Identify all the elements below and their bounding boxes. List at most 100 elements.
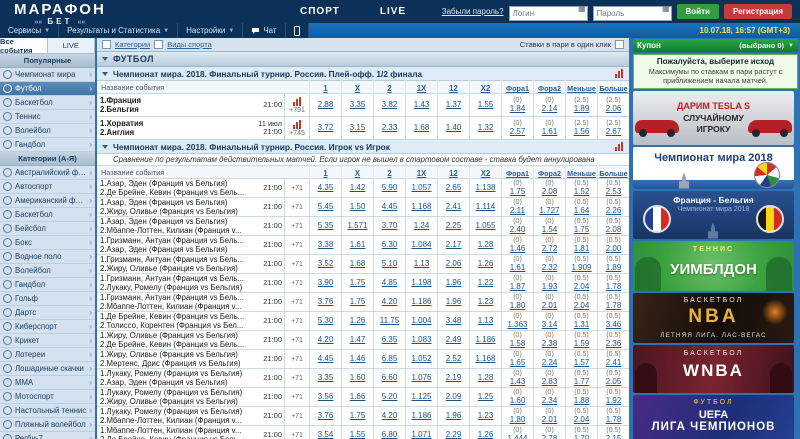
odds-value[interactable]: 1.055: [475, 221, 496, 231]
odds-value[interactable]: 2.04: [573, 415, 590, 425]
odds-cell[interactable]: 1.24: [405, 217, 437, 235]
handicap-odds-cell[interactable]: (0) 2.83: [533, 369, 565, 387]
odds-value[interactable]: 1.114: [475, 202, 496, 212]
odds-value[interactable]: 1.727: [539, 206, 560, 216]
odds-cell[interactable]: 4.35: [309, 179, 341, 197]
handicap-odds-cell[interactable]: (0) 2.78: [533, 426, 565, 439]
menu-services[interactable]: Сервисы ▼: [0, 23, 60, 38]
sidebar-item[interactable]: Дартс ›: [0, 306, 95, 320]
handicap-odds-cell[interactable]: (2.5) 2.06: [597, 94, 629, 116]
odds-cell[interactable]: 6.80: [373, 426, 405, 439]
odds-value[interactable]: 4.45: [317, 354, 334, 364]
team-name[interactable]: 2.Де Брейне, Кевин (Франция vs Бель...: [100, 436, 252, 439]
odds-cell[interactable]: 1.43: [405, 94, 437, 116]
sidebar-item[interactable]: Гольф ›: [0, 292, 95, 306]
odds-value[interactable]: 1.92: [605, 396, 622, 406]
sidebar-item[interactable]: Пляжный волейбол ›: [0, 418, 95, 432]
banner-wimbledon[interactable]: ТЕННИС УИМБЛДОН: [633, 240, 794, 291]
team-name[interactable]: 2.Мбаппе-Лоттен, Килиан (Франция v...: [100, 302, 242, 311]
odds-value[interactable]: 1.55: [477, 100, 494, 110]
odds-value[interactable]: 1.052: [411, 354, 432, 364]
odds-cell[interactable]: 3.35: [309, 369, 341, 387]
handicap-odds-cell[interactable]: (2.5) 1.89: [565, 94, 597, 116]
odds-cell[interactable]: 3.52: [309, 255, 341, 273]
team-name[interactable]: 1.Гризманн, Антуан (Франция vs Бель...: [100, 275, 244, 283]
banner-uefa[interactable]: ФУТБОЛ UEFA ЛИГА ЧЕМПИОНОВ: [633, 394, 794, 439]
more-markets-button[interactable]: +71: [284, 350, 309, 368]
sidebar-item[interactable]: Волейбол ›: [0, 264, 95, 278]
section-header[interactable]: Чемпионат мира. 2018. Финальный турнир. …: [97, 67, 629, 81]
odds-value[interactable]: 4.20: [381, 411, 398, 421]
odds-value[interactable]: 1.87: [509, 282, 526, 292]
odds-value[interactable]: 2.65: [445, 183, 462, 193]
odds-value[interactable]: 1.70: [573, 434, 590, 439]
odds-value[interactable]: 1.78: [605, 301, 622, 311]
sidebar-item[interactable]: Бейсбол ›: [0, 222, 95, 236]
odds-cell[interactable]: 1.61: [341, 236, 373, 254]
more-markets-button[interactable]: +745: [284, 117, 309, 139]
handicap-odds-cell[interactable]: (0) 2.38: [533, 331, 565, 349]
more-markets-button[interactable]: +71: [284, 388, 309, 406]
handicap-odds-cell[interactable]: (0.5) 3.46: [597, 312, 629, 330]
sidebar-item[interactable]: Водное поло ›: [0, 250, 95, 264]
odds-value[interactable]: 1.22: [477, 278, 494, 288]
handicap-odds-cell[interactable]: (0) 2.32: [533, 255, 565, 273]
odds-cell[interactable]: 2.49: [437, 331, 469, 349]
odds-column-link[interactable]: 2: [387, 169, 392, 178]
odds-value[interactable]: 1.57: [573, 358, 590, 368]
odds-cell[interactable]: 1.75: [341, 293, 373, 311]
sidebar-item[interactable]: Волейбол ›: [0, 124, 95, 138]
odds-cell[interactable]: 2.17: [437, 236, 469, 254]
sports-filter-link[interactable]: Виды спорта: [167, 40, 212, 49]
odds-cell[interactable]: 1.26: [469, 255, 501, 273]
odds-value[interactable]: 1.168: [411, 202, 432, 212]
handicap-odds-cell[interactable]: (0.5) 1.75: [565, 217, 597, 235]
odds-value[interactable]: 5.10: [381, 259, 398, 269]
odds-cell[interactable]: 1.46: [341, 350, 373, 368]
handicap-odds-cell[interactable]: (0) 2.57: [501, 117, 533, 139]
odds-value[interactable]: 1.81: [573, 244, 590, 254]
team-name[interactable]: 1.Хорватия: [100, 119, 144, 128]
odds-value[interactable]: 2.08: [541, 187, 558, 197]
odds-value[interactable]: 1.75: [349, 297, 366, 307]
odds-value[interactable]: 6.85: [381, 354, 398, 364]
odds-value[interactable]: 1.571: [347, 221, 368, 231]
sidebar-item[interactable]: Американский футбол›: [0, 194, 95, 208]
odds-value[interactable]: 2.00: [605, 244, 622, 254]
keyboard-icon[interactable]: ▦: [661, 3, 670, 13]
handicap-odds-cell[interactable]: (0.5) 2.04: [565, 293, 597, 311]
odds-value[interactable]: 5.20: [381, 392, 398, 402]
handicap-odds-cell[interactable]: (0.5) 1.78: [597, 274, 629, 292]
odds-value[interactable]: 1.80: [509, 415, 526, 425]
handicap-odds-cell[interactable]: (0) 1.444: [501, 426, 533, 439]
odds-cell[interactable]: 1.052: [405, 350, 437, 368]
sport-header-football[interactable]: ФУТБОЛ: [97, 51, 629, 67]
banner-wnba[interactable]: БАСКЕТБОЛ WNBA: [633, 344, 794, 393]
coupon-header[interactable]: Купон (выбрано 0) ▼: [633, 39, 798, 52]
team-name[interactable]: 1.Жиру, Оливье (Франция vs Бельгия): [100, 351, 238, 359]
odds-cell[interactable]: 4.20: [373, 293, 405, 311]
odds-cell[interactable]: 2.09: [437, 388, 469, 406]
odds-cell[interactable]: 4.20: [373, 407, 405, 425]
odds-cell[interactable]: 1.96: [437, 407, 469, 425]
odds-value[interactable]: 1.47: [349, 335, 366, 345]
odds-column-link[interactable]: Фора2: [538, 84, 561, 93]
odds-value[interactable]: 1.61: [349, 240, 366, 250]
odds-cell[interactable]: 1.198: [405, 274, 437, 292]
odds-value[interactable]: 2.52: [445, 354, 462, 364]
handicap-odds-cell[interactable]: (0.5) 1.59: [565, 331, 597, 349]
odds-value[interactable]: 1.004: [411, 316, 432, 326]
odds-cell[interactable]: 1.076: [405, 369, 437, 387]
odds-value[interactable]: 3.46: [605, 320, 622, 330]
handicap-odds-cell[interactable]: (0.5) 2.36: [597, 331, 629, 349]
odds-column-link[interactable]: Фора1: [506, 169, 529, 178]
odds-value[interactable]: 2.25: [445, 221, 462, 231]
odds-value[interactable]: 2.33: [381, 123, 398, 133]
odds-value[interactable]: 1.60: [509, 396, 526, 406]
odds-cell[interactable]: 2.29: [437, 426, 469, 439]
odds-value[interactable]: 3.38: [317, 240, 334, 250]
odds-value[interactable]: 2.24: [541, 358, 558, 368]
odds-cell[interactable]: 3.56: [309, 388, 341, 406]
handicap-odds-cell[interactable]: (0) 1.80: [501, 407, 533, 425]
odds-cell[interactable]: 3.90: [309, 274, 341, 292]
